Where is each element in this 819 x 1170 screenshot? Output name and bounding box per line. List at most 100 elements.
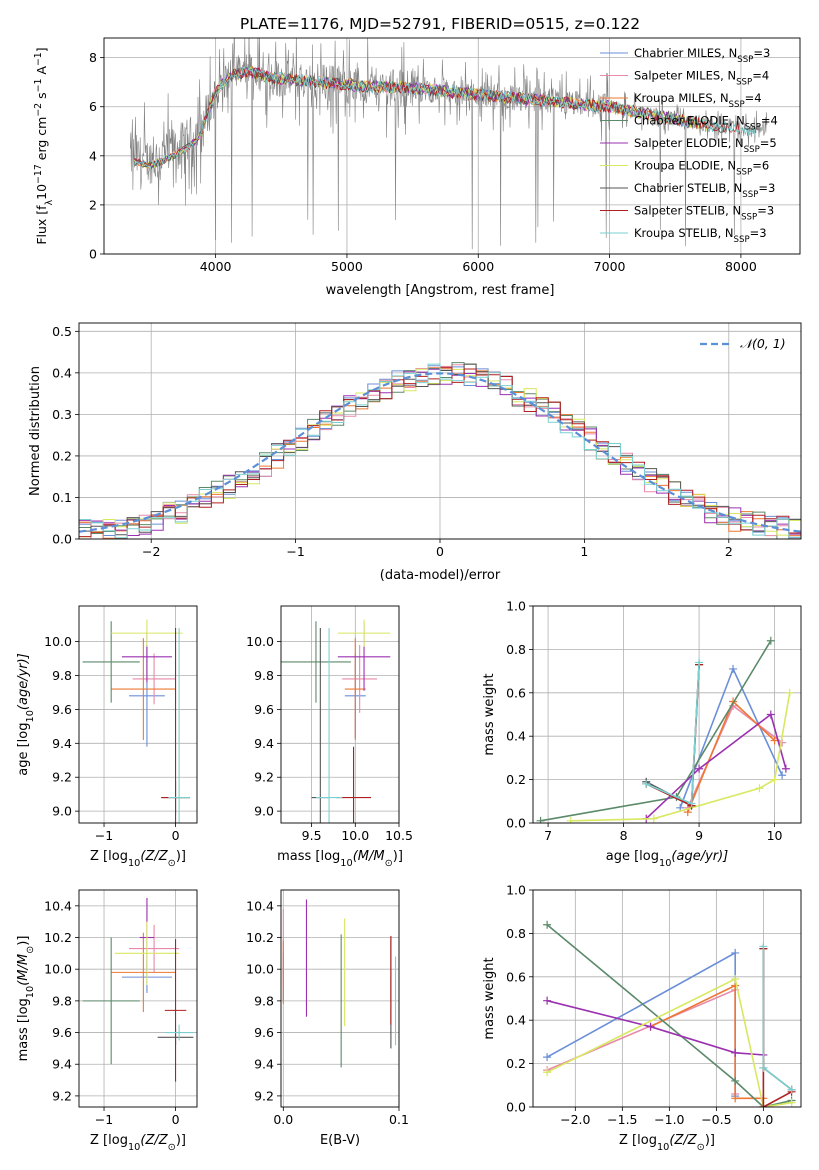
y-axis-label: Flux [fλ10−17 erg cm−2 s−1 A−1] [33, 47, 55, 244]
plot-area [79, 362, 801, 539]
weight-point [687, 799, 696, 808]
x-axis-label: Z [log10(Z/Z⊙)] [90, 849, 186, 869]
chart-age-vs-mass: 9.5 10.0 10.5 9.0 9.2 9.4 9.6 9.8 10.0 mass [log1… [246, 605, 413, 869]
y-tick-label: 0.2 [506, 772, 526, 787]
axes-frame [78, 605, 198, 824]
x-axis-label: age [log10(age/yr)] [606, 849, 729, 869]
chart-mass-vs-EBV: 0.0 0.1 9.2 9.4 9.6 9.8 10.0 10.2 10.4 E(B-V) [246, 889, 409, 1148]
x-tick-label: −0.5 [701, 1112, 731, 1127]
weight-point [778, 771, 787, 780]
y-axis-label: mass weight [482, 673, 497, 755]
y-tick-label: 8 [89, 50, 97, 65]
y-tick-label: 0.0 [506, 1100, 526, 1115]
x-axis-label: mass [log10(M/M⊙)] [277, 849, 403, 869]
x-tick-label: 8 [620, 828, 628, 843]
weight-point [785, 688, 794, 697]
x-tick-label: 7000 [594, 259, 626, 274]
x-axis-label: E(B-V) [320, 1133, 360, 1148]
legend-entry: Salpeter MILES, NSSP=4 [634, 69, 769, 88]
y-tick-label: 0 [89, 247, 97, 262]
chart-mass-vs-Z: −1 0 9.2 9.4 9.6 9.8 10.0 10.2 10.4 Z [log10(Z/Z⊙… [16, 889, 198, 1153]
plot-area [282, 899, 397, 1068]
axes-frame [532, 605, 802, 824]
weight-point [649, 814, 658, 823]
y-tick-label: 9.4 [254, 1057, 274, 1072]
y-tick-label: 0.6 [506, 685, 526, 700]
y-tick-label: 9.4 [254, 736, 274, 751]
x-tick-label: 2 [725, 544, 733, 559]
legend-entry: Chabrier STELIB, NSSP=3 [634, 181, 775, 200]
weight-point [543, 1053, 552, 1062]
y-tick-label: 10.0 [44, 962, 72, 977]
weight-line-salpeter-stelib [762, 948, 792, 1107]
weight-line-salpeter-elodie [546, 999, 764, 1056]
chart-residuals: −2 −1 0 1 2 0.0 0.1 0.2 0.3 0.4 0.5 𝒩(0, 1) (data-mo… [28, 322, 802, 583]
y-tick-label: 9.0 [52, 804, 72, 819]
weight-point [543, 920, 552, 929]
weight-line-salpeter-miles [687, 704, 783, 809]
weight-line-chabrier-elodie [540, 640, 772, 822]
chart-weight-vs-Z: −2.0 −1.5 −1.0 −0.5 0.0 0.0 0.2 0.4 0.6 0.8 1.0 Z [… [482, 883, 802, 1153]
y-axis-label: Normed distribution [28, 366, 43, 496]
x-tick-label: 0.1 [389, 1112, 409, 1127]
y-tick-label: 10.2 [246, 930, 274, 945]
x-tick-label: 4000 [200, 259, 232, 274]
y-tick-label: 9.2 [52, 770, 72, 785]
x-tick-label: 9 [695, 828, 703, 843]
y-tick-label: 0.6 [506, 969, 526, 984]
y-tick-label: 0.8 [506, 642, 526, 657]
x-tick-label: −1.5 [607, 1112, 637, 1127]
x-axis-label: Z [log10(Z/Z⊙)] [619, 1133, 715, 1153]
legend-entry: Chabrier ELODIE, NSSP=4 [634, 114, 778, 133]
y-tick-label: 1.0 [506, 599, 526, 614]
x-tick-label: 8000 [725, 259, 757, 274]
x-tick-label: 10.5 [385, 828, 413, 843]
weight-point [731, 948, 740, 957]
weight-point [536, 816, 545, 823]
x-axis-label: Z [log10(Z/Z⊙)] [90, 1133, 186, 1153]
y-tick-label: 0.1 [52, 490, 72, 505]
y-tick-label: 9.0 [254, 804, 274, 819]
y-tick-label: 0.0 [52, 532, 72, 547]
legend-entry: Salpeter STELIB, NSSP=3 [634, 204, 774, 223]
axes-frame [78, 322, 802, 540]
legend-entry: Kroupa STELIB, NSSP=3 [634, 226, 767, 245]
y-tick-label: 0.3 [52, 407, 72, 422]
x-axis-label: (data-model)/error [380, 568, 501, 583]
y-tick-label: 4 [89, 148, 97, 163]
x-tick-label: 0 [436, 544, 444, 559]
legend-entry: Kroupa ELODIE, NSSP=6 [634, 159, 769, 178]
y-tick-label: 10.2 [44, 930, 72, 945]
y-tick-label: 10.4 [246, 898, 274, 913]
model-spectrum-kroupa-elodie [133, 66, 709, 170]
weight-line-chabrier-elodie [546, 924, 792, 1107]
chart-weight-vs-age: 7 8 9 10 0.0 0.2 0.4 0.6 0.8 1.0 age [log10(age/yr… [482, 599, 802, 869]
x-tick-label: 0 [172, 828, 180, 843]
weight-point [781, 764, 790, 773]
y-tick-label: 9.4 [52, 736, 72, 751]
y-tick-label: 1.0 [506, 883, 526, 898]
model-spectrum-kroupa-stelib [133, 65, 756, 170]
weight-point [731, 1094, 740, 1103]
weight-point [766, 710, 775, 719]
histogram-kroupa-stelib [79, 363, 801, 539]
x-tick-label: 6000 [462, 259, 494, 274]
weight-line-kroupa-elodie [570, 692, 791, 822]
legend: Chabrier MILES, NSSP=3 Salpeter MILES, NS… [600, 46, 778, 245]
axes-frame [532, 889, 802, 1108]
figure-title: PLATE=1176, MJD=52791, FIBERID=0515, z=0… [240, 15, 640, 33]
weight-line-chabrier-stelib [645, 664, 700, 807]
weight-line-kroupa-elodie [546, 977, 792, 1107]
x-tick-label: 1 [580, 544, 588, 559]
weight-line-kroupa-miles [650, 984, 764, 1100]
y-tick-label: 9.2 [254, 1088, 274, 1103]
x-axis-label: wavelength [Angstrom, rest frame] [326, 283, 555, 298]
y-tick-label: 2 [89, 197, 97, 212]
plot-area [82, 897, 194, 1082]
legend-entry: Chabrier MILES, NSSP=3 [634, 46, 770, 65]
y-tick-label: 9.8 [254, 668, 274, 683]
y-axis-label: mass [log10(M/M⊙)] [16, 936, 36, 1062]
y-tick-label: 9.2 [254, 770, 274, 785]
x-tick-label: 7 [544, 828, 552, 843]
